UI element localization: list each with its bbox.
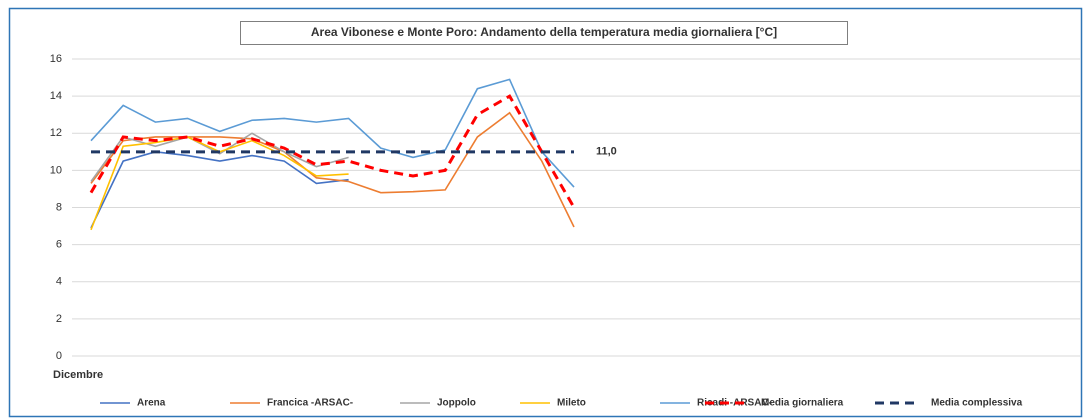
legend-label: Arena bbox=[137, 398, 166, 409]
y-tick-label: 10 bbox=[50, 164, 62, 176]
series-line bbox=[90, 132, 349, 182]
series-line bbox=[90, 150, 349, 229]
y-tick-label: 2 bbox=[56, 313, 62, 325]
legend-label: Media complessiva bbox=[931, 398, 1023, 409]
series-line bbox=[90, 78, 575, 188]
data-label: 11,0 bbox=[596, 146, 617, 158]
legend-label: Mileto bbox=[557, 398, 586, 409]
y-tick-label: 16 bbox=[50, 53, 62, 65]
x-axis-label: Dicembre bbox=[53, 369, 103, 381]
series-line bbox=[90, 111, 575, 228]
y-tick-label: 12 bbox=[50, 127, 62, 139]
series-line bbox=[89, 94, 576, 209]
legend-label: Francica -ARSAC- bbox=[267, 398, 353, 409]
legend-label: Media giornaliera bbox=[761, 398, 844, 409]
chart-title: Area Vibonese e Monte Poro: Andamento de… bbox=[311, 25, 777, 39]
title-box bbox=[240, 21, 848, 45]
y-tick-label: 14 bbox=[50, 90, 62, 102]
y-tick-label: 0 bbox=[56, 350, 62, 362]
chart-frame bbox=[8, 7, 1083, 418]
legend-label: Ricadi -ARSAC- bbox=[697, 398, 772, 409]
y-tick-label: 8 bbox=[56, 201, 62, 213]
y-tick-label: 4 bbox=[56, 276, 62, 288]
legend-label: Joppolo bbox=[437, 398, 476, 409]
y-tick-label: 6 bbox=[56, 239, 62, 251]
